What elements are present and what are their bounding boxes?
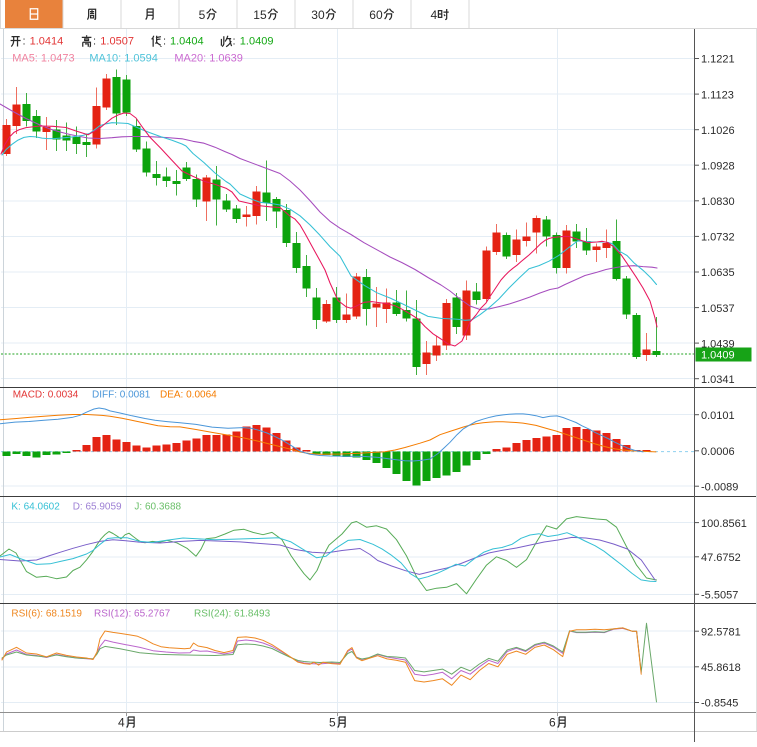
svg-text:92.5781: 92.5781 [701, 626, 741, 638]
svg-text:-5.5057: -5.5057 [701, 590, 738, 602]
svg-text:1.1221: 1.1221 [701, 54, 735, 66]
svg-text:5: 5 [199, 8, 206, 22]
svg-text:45.8618: 45.8618 [701, 662, 741, 674]
svg-text:1.1026: 1.1026 [701, 125, 735, 137]
svg-text:1.0732: 1.0732 [701, 232, 735, 244]
svg-text:DEA: 0.0064: DEA: 0.0064 [160, 390, 217, 401]
svg-text:J: 60.3688: J: 60.3688 [134, 502, 181, 513]
svg-text::: : [233, 36, 236, 48]
svg-text:1.0635: 1.0635 [701, 267, 735, 279]
svg-text:1.0404: 1.0404 [170, 36, 204, 48]
svg-text:1.1123: 1.1123 [701, 89, 734, 101]
svg-text:1.0409: 1.0409 [240, 36, 274, 48]
svg-text::: : [163, 36, 166, 48]
svg-text:RSI(12): 65.2767: RSI(12): 65.2767 [94, 609, 171, 620]
svg-text:1.0928: 1.0928 [701, 160, 735, 172]
svg-text:1.0830: 1.0830 [701, 196, 735, 208]
svg-text:30: 30 [311, 8, 325, 22]
svg-text:1.0409: 1.0409 [701, 350, 735, 362]
svg-text:-0.8545: -0.8545 [701, 698, 738, 710]
svg-text:MACD: 0.0034: MACD: 0.0034 [13, 390, 79, 401]
svg-text:-0.0089: -0.0089 [701, 481, 738, 493]
svg-text:MA5: 1.0473: MA5: 1.0473 [12, 53, 74, 65]
svg-text:0.0006: 0.0006 [701, 446, 735, 458]
svg-text:MA20: 1.0639: MA20: 1.0639 [174, 53, 243, 65]
svg-text:6: 6 [549, 716, 556, 730]
svg-text:MA10: 1.0594: MA10: 1.0594 [89, 53, 157, 65]
svg-text:1.0414: 1.0414 [30, 36, 64, 48]
svg-text:DIFF: 0.0081: DIFF: 0.0081 [92, 390, 151, 401]
svg-text:D: 65.9059: D: 65.9059 [73, 502, 122, 513]
svg-text:4: 4 [118, 716, 125, 730]
svg-text:0.0101: 0.0101 [701, 410, 735, 422]
svg-text:4: 4 [431, 8, 438, 22]
svg-text:1.0537: 1.0537 [701, 303, 735, 315]
svg-text::: : [23, 36, 26, 48]
svg-text:RSI(6): 68.1519: RSI(6): 68.1519 [11, 609, 82, 620]
svg-text:60: 60 [369, 8, 383, 22]
svg-text:1.0341: 1.0341 [701, 374, 735, 386]
svg-text:47.6752: 47.6752 [701, 552, 741, 564]
svg-text:5: 5 [329, 716, 336, 730]
svg-text:100.8561: 100.8561 [701, 518, 747, 530]
svg-text:RSI(24): 61.8493: RSI(24): 61.8493 [194, 609, 271, 620]
svg-text:15: 15 [253, 8, 267, 22]
svg-text:1.0507: 1.0507 [100, 36, 134, 48]
svg-text:1.0439: 1.0439 [701, 338, 735, 350]
svg-text::: : [93, 36, 96, 48]
svg-text:K: 64.0602: K: 64.0602 [11, 502, 60, 513]
